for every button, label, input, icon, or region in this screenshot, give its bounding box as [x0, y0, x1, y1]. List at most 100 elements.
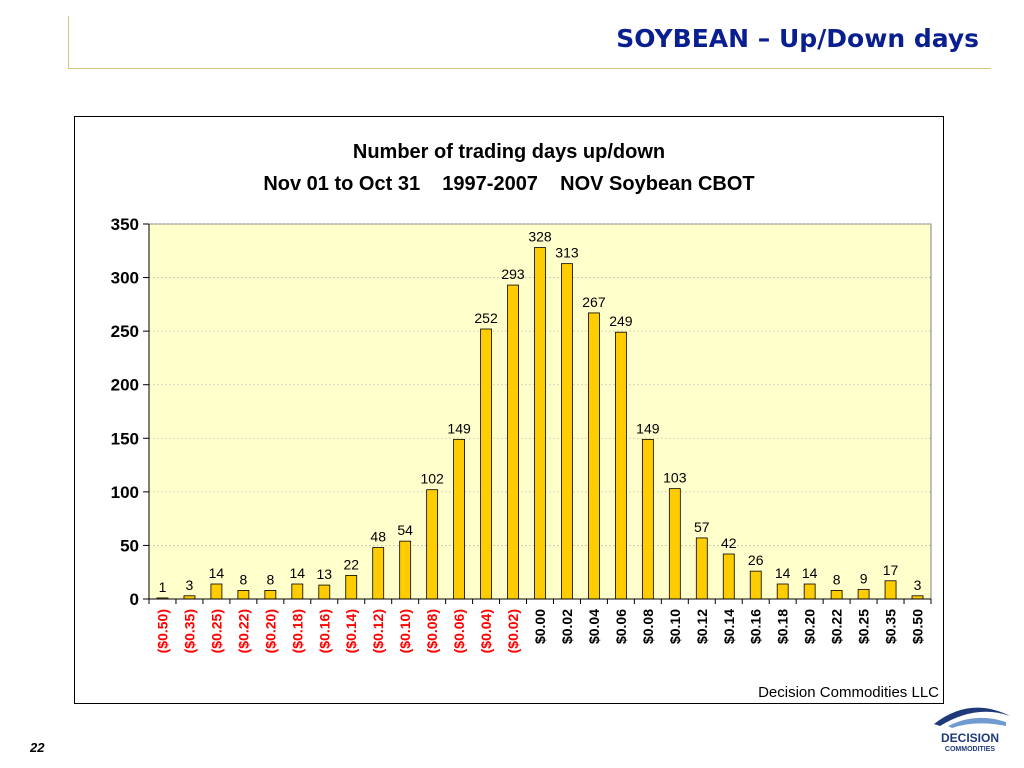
x-tick-label: ($0.08): [424, 609, 440, 653]
chart-title: Number of trading days up/down: [352, 141, 666, 163]
data-label: 26: [748, 552, 764, 568]
data-label: 149: [447, 420, 471, 436]
bar: [291, 583, 304, 600]
data-label: 103: [663, 470, 687, 486]
data-label: 313: [555, 245, 579, 261]
x-tick-label: $0.04: [586, 609, 602, 644]
y-tick-label: 50: [120, 536, 139, 555]
slide-title: SOYBEAN – Up/Down days: [616, 24, 979, 53]
x-tick-label: ($0.10): [397, 609, 413, 653]
x-tick-label: $0.06: [613, 609, 629, 644]
y-tick-label: 300: [111, 269, 139, 288]
x-tick-label: ($0.35): [181, 609, 197, 653]
data-label: 3: [186, 577, 194, 593]
bar: [237, 590, 250, 600]
data-label: 1: [159, 579, 167, 595]
data-label: 48: [370, 529, 386, 545]
bar: [884, 580, 897, 600]
logo-line1: DECISION: [940, 731, 999, 745]
data-label: 102: [420, 471, 444, 487]
data-label: 14: [775, 565, 791, 581]
x-tick-label: $0.18: [775, 609, 791, 644]
x-tick-label: ($0.50): [154, 609, 170, 653]
bar-chart: 0 50 100 150 200 250 300 350 1 ($0.50) 3 ($0.35) 14 (…: [111, 215, 932, 653]
bar: [426, 489, 439, 600]
bar: [345, 575, 358, 600]
bar: [830, 590, 843, 600]
bar: [588, 312, 600, 600]
x-tick-label: ($0.02): [505, 609, 521, 653]
data-label: 9: [860, 570, 868, 586]
bar: [561, 263, 573, 600]
y-tick-label: 150: [111, 429, 139, 448]
bar: [857, 588, 870, 600]
x-tick-label: ($0.14): [343, 609, 359, 653]
bar: [534, 247, 546, 600]
data-label: 149: [636, 420, 660, 436]
logo-swoosh-icon: [934, 707, 1010, 728]
x-tick-label: ($0.18): [289, 609, 305, 653]
data-label: 252: [474, 310, 498, 326]
chart-credit: Decision Commodities LLC: [758, 684, 939, 701]
y-tick-label: 350: [111, 215, 139, 234]
x-tick-label: ($0.20): [262, 609, 278, 653]
data-label: 267: [582, 294, 606, 310]
data-label: 13: [316, 566, 332, 582]
y-tick-label: 250: [111, 322, 139, 341]
x-tick-label: $0.35: [883, 609, 899, 644]
y-tick-label: 0: [130, 590, 139, 609]
bar: [210, 583, 223, 600]
x-tick-label: $0.12: [694, 609, 710, 644]
title-bar: SOYBEAN – Up/Down days: [68, 16, 991, 69]
x-tick-label: ($0.16): [316, 609, 332, 653]
data-label: 293: [501, 266, 525, 282]
x-tick-label: $0.16: [748, 609, 764, 644]
bar: [507, 284, 519, 600]
data-label: 57: [694, 519, 710, 535]
bar: [722, 553, 735, 600]
x-tick-label: $0.50: [910, 609, 926, 644]
bar: [641, 438, 654, 600]
x-tick-label: ($0.22): [235, 609, 251, 653]
logo-line2: COMMODITIES: [944, 746, 996, 753]
data-label: 249: [609, 313, 633, 329]
x-tick-label: $0.14: [721, 609, 737, 644]
x-tick-label: $0.25: [856, 609, 872, 644]
x-tick-label: $0.22: [829, 609, 845, 644]
data-label: 14: [290, 565, 306, 581]
x-tick-label: ($0.25): [208, 609, 224, 653]
data-label: 8: [239, 571, 247, 587]
data-label: 14: [802, 565, 818, 581]
bar: [668, 488, 681, 600]
y-tick-label: 100: [111, 483, 139, 502]
bar: [399, 540, 412, 600]
bar: [480, 328, 492, 600]
data-label: 54: [397, 522, 413, 538]
bar: [749, 570, 762, 600]
data-label: 22: [343, 556, 359, 572]
chart-container: Number of trading days up/down Nov 01 to…: [74, 116, 944, 704]
x-tick-label: $0.10: [667, 609, 683, 644]
bar: [776, 583, 789, 600]
bar: [453, 438, 466, 600]
bar: [372, 547, 385, 600]
data-label: 42: [721, 535, 737, 551]
page-number: 22: [30, 740, 45, 755]
bar: [318, 584, 331, 600]
bar: [264, 590, 277, 600]
x-tick-label: $0.00: [532, 609, 548, 644]
x-tick-label: $0.02: [559, 609, 575, 644]
x-tick-label: $0.08: [640, 609, 656, 644]
data-label: 14: [209, 565, 225, 581]
x-tick-label: ($0.04): [478, 609, 494, 653]
data-label: 3: [914, 577, 922, 593]
data-label: 8: [833, 571, 841, 587]
y-tick-label: 200: [111, 376, 139, 395]
bar: [695, 537, 708, 600]
company-logo: DECISION COMMODITIES: [926, 698, 1014, 758]
bar: [803, 583, 816, 600]
bar: [614, 331, 627, 600]
data-label: 17: [883, 562, 899, 578]
data-label: 8: [266, 571, 274, 587]
x-tick-label: $0.20: [802, 609, 818, 644]
